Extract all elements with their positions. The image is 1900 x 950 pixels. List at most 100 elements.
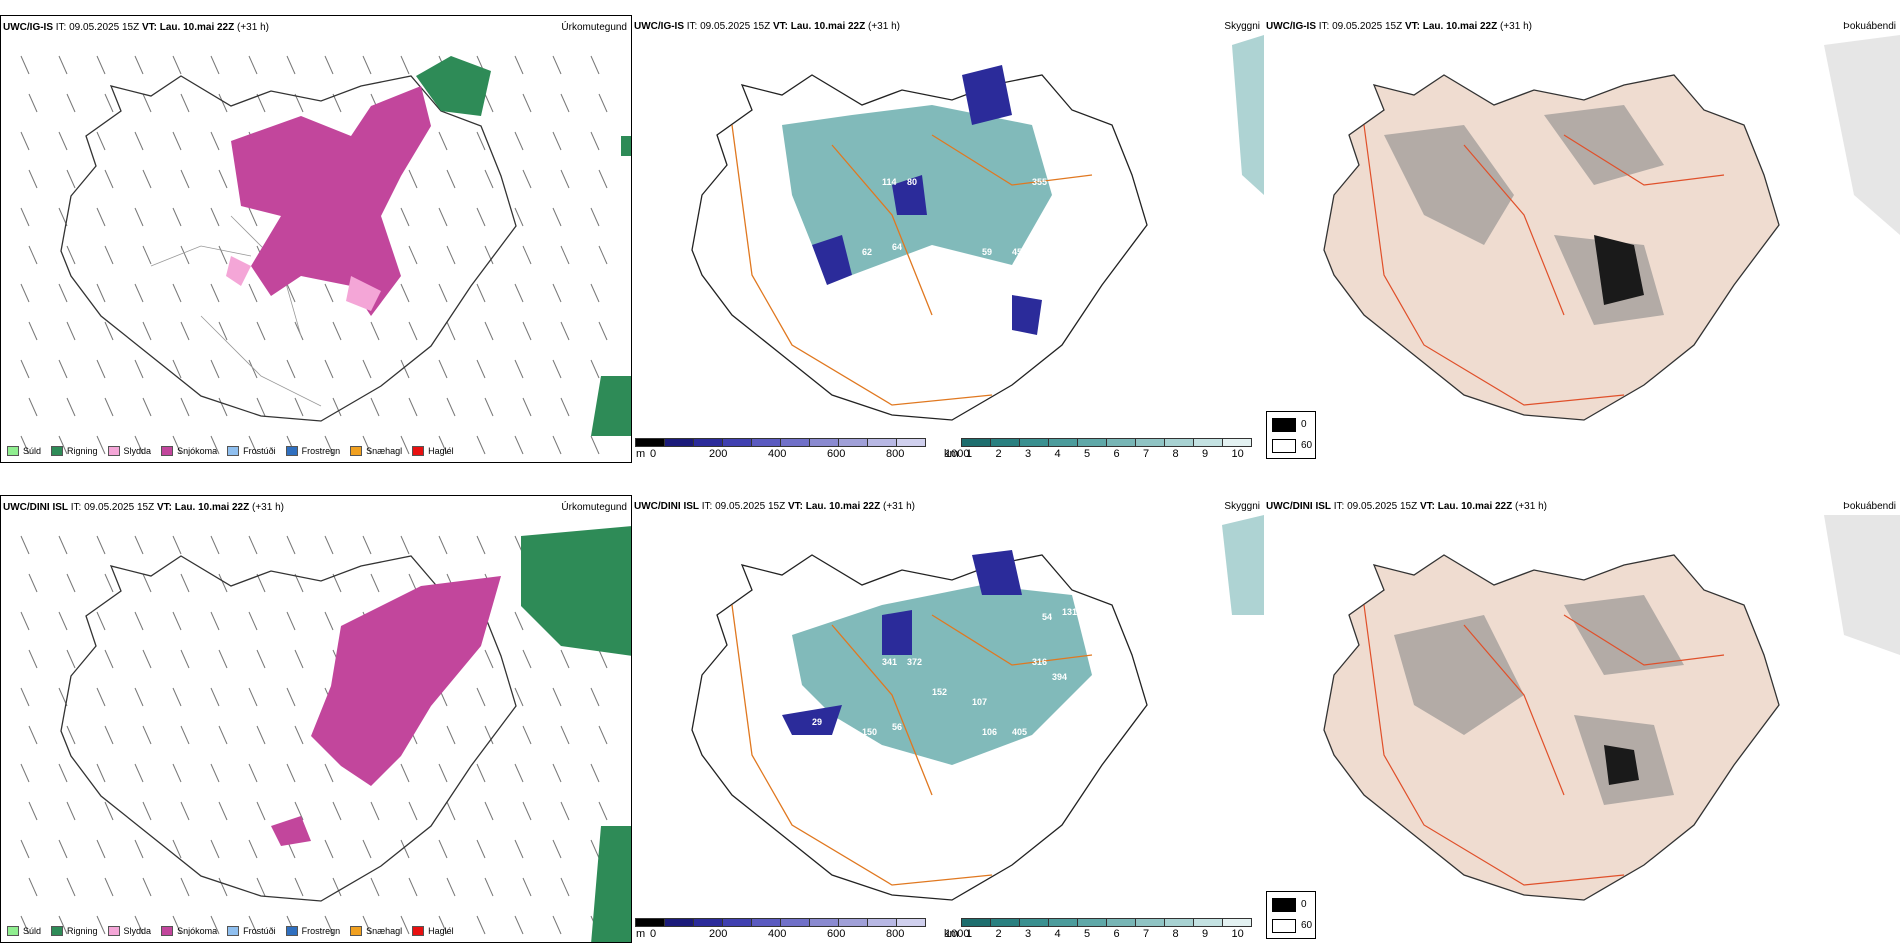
wind-barb (324, 611, 334, 631)
wind-barb (332, 877, 342, 897)
wind-barb (590, 283, 600, 303)
visibility-value: 268 (1052, 787, 1067, 797)
colorbar-tick: 1 (966, 448, 973, 460)
wind-barb (408, 877, 418, 897)
colorbar-tick: 9 (1202, 448, 1209, 460)
wind-barb (142, 397, 152, 417)
panel-type-label: Þokuábendi (1843, 501, 1896, 512)
wind-barb (20, 611, 30, 631)
wind-barb (256, 93, 266, 113)
wind-barb (248, 839, 258, 859)
wind-barb (590, 207, 600, 227)
wind-barb (362, 839, 372, 859)
legend-label: Snjókoma (177, 446, 218, 456)
visibility-map: 429 397 29 131 355 481 113 114 80 333 451 70 95 83 62 6… (691, 35, 1264, 421)
bottom-precip-panel: UWC/DINI ISL IT: 09.05.2025 15Z VT: Lau.… (0, 495, 632, 943)
wind-barb (324, 283, 334, 303)
wind-barb (28, 649, 38, 669)
colorbar-unit: km (944, 448, 959, 460)
colorbar-tick: 600 (827, 448, 846, 460)
wind-barb (104, 573, 114, 593)
legend-swatch (285, 446, 298, 456)
wind-barb (210, 435, 220, 455)
legend-label: Frostregn (301, 926, 341, 936)
colorbar-segment (751, 918, 781, 927)
snow-area (231, 86, 431, 316)
wind-barb (522, 725, 532, 745)
rain-area-edge (591, 136, 631, 436)
wind-barb (560, 877, 570, 897)
wind-barb (598, 649, 608, 669)
wind-barb (514, 359, 524, 379)
colorbar-tick: 5 (1084, 928, 1091, 940)
wind-barb (104, 725, 114, 745)
wind-barb (514, 207, 524, 227)
wind-barb (248, 359, 258, 379)
colorbar-tick: 200 (709, 448, 728, 460)
roads (731, 604, 1093, 886)
colorbar-segment (693, 438, 723, 447)
colorbar-segment (990, 918, 1020, 927)
legend-item: Frostúði (227, 926, 276, 936)
wind-barb (66, 321, 76, 341)
visibility-value: 429 (1072, 67, 1087, 77)
colorbar-segment (1164, 438, 1194, 447)
wind-barb (96, 131, 106, 151)
colorbar-segment (1048, 438, 1078, 447)
panel-type-label: Úrkomutegund (561, 22, 627, 33)
wind-barb (180, 245, 190, 265)
fog-sea (1824, 515, 1900, 655)
wind-barb (286, 55, 296, 75)
top-vis-panel: UWC/IG-IS IT: 09.05.2025 15Z VT: Lau. 10… (632, 15, 1264, 463)
wind-barb (104, 877, 114, 897)
wind-barb (180, 573, 190, 593)
legend-swatch (227, 926, 240, 936)
wind-barb (408, 169, 418, 189)
wind-barb (210, 763, 220, 783)
visibility-value: 58 (1112, 567, 1122, 577)
visibility-value: 331 (1082, 687, 1097, 697)
wind-barb (324, 915, 334, 935)
legend-item: Snæhagl (350, 446, 402, 456)
wind-barb (476, 359, 486, 379)
wind-barb (514, 687, 524, 707)
wind-barb (104, 245, 114, 265)
wind-barb (514, 131, 524, 151)
wind-barb (446, 725, 456, 745)
rain-area (416, 56, 491, 116)
wind-barb (58, 359, 68, 379)
wind-barb (408, 397, 418, 417)
wind-barb (560, 801, 570, 821)
wind-barb (552, 687, 562, 707)
wind-barb (400, 283, 410, 303)
wind-barb (20, 687, 30, 707)
wind-barb (66, 169, 76, 189)
panel-type-label: Þokuábendi (1843, 21, 1896, 32)
wind-barb (210, 535, 220, 555)
wind-barb (522, 245, 532, 265)
wind-barb (58, 535, 68, 555)
wind-barb (134, 839, 144, 859)
wind-barb (484, 649, 494, 669)
iceland-coastline (691, 74, 1148, 421)
wind-barb (172, 535, 182, 555)
panel-type-label: Skyggni (1224, 21, 1260, 32)
wind-barb (58, 611, 68, 631)
wind-barb (370, 801, 380, 821)
colorbar-tick: 1 (966, 928, 973, 940)
wind-barb (172, 283, 182, 303)
wind-barb (598, 93, 608, 113)
bottom-vis-bar-km (961, 918, 1252, 927)
legend-item: Frostregn (285, 926, 341, 936)
wind-barb (96, 535, 106, 555)
wind-barb (96, 915, 106, 935)
visibility-value: 59 (982, 247, 992, 257)
wind-barb (180, 801, 190, 821)
visibility-value: 73 (857, 272, 867, 282)
colorbar-tick: 5 (1084, 448, 1091, 460)
legend-label: Snæhagl (366, 446, 403, 456)
visibility-value: 54 (1042, 612, 1052, 622)
colorbar-segment (722, 438, 752, 447)
colorbar-segment (1164, 918, 1194, 927)
